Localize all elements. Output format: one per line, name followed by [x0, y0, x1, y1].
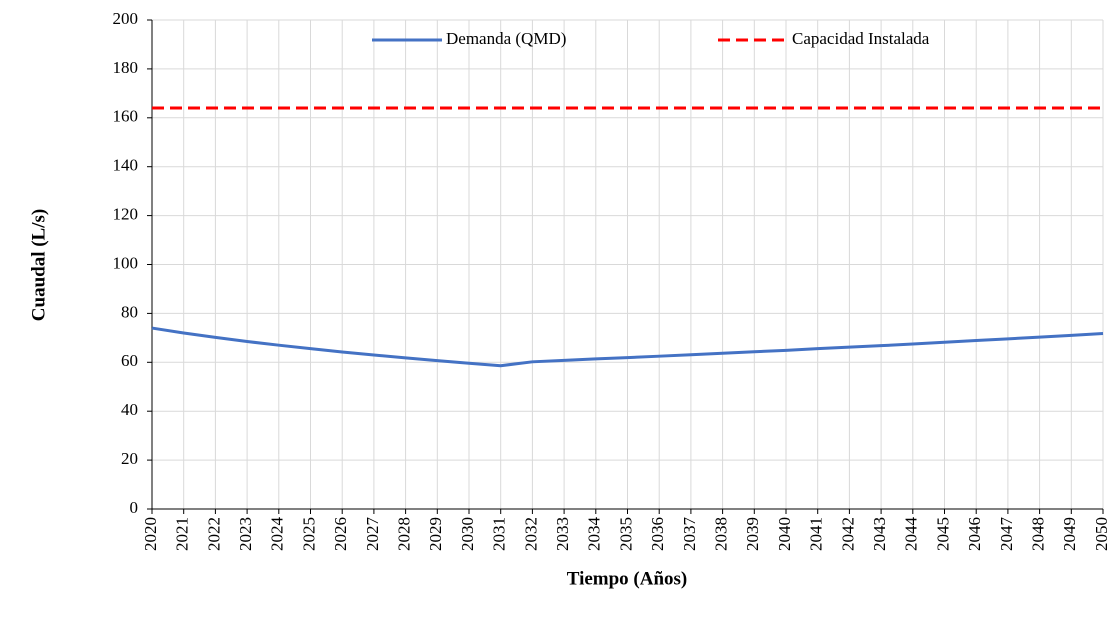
y-tick-label: 100 — [113, 253, 139, 272]
x-tick-label: 2034 — [585, 517, 604, 552]
y-tick-label: 140 — [113, 156, 139, 175]
x-tick-label: 2046 — [965, 517, 984, 551]
x-tick-label: 2038 — [712, 517, 731, 551]
y-tick-label: 60 — [121, 351, 138, 370]
x-tick-label: 2049 — [1060, 517, 1079, 551]
x-tick-label: 2048 — [1029, 517, 1048, 551]
x-tick-label: 2039 — [743, 517, 762, 551]
x-tick-label: 2024 — [268, 517, 287, 552]
y-axis-title: Cuaudal (L/s) — [28, 209, 49, 321]
x-tick-label: 2042 — [838, 517, 857, 551]
x-tick-label: 2020 — [141, 517, 160, 551]
x-tick-label: 2043 — [870, 517, 889, 551]
y-tick-label: 120 — [113, 205, 139, 224]
y-tick-label: 20 — [121, 449, 138, 468]
x-tick-label: 2033 — [553, 517, 572, 551]
x-tick-label: 2026 — [331, 517, 350, 551]
x-tick-label: 2041 — [807, 517, 826, 551]
y-tick-label: 40 — [121, 400, 138, 419]
x-tick-label: 2044 — [902, 517, 921, 552]
x-tick-label: 2032 — [521, 517, 540, 551]
legend-label: Capacidad Instalada — [792, 29, 930, 48]
y-tick-label: 80 — [121, 302, 138, 321]
x-tick-label: 2025 — [299, 517, 318, 551]
y-tick-label: 180 — [113, 58, 139, 77]
x-tick-label: 2023 — [236, 517, 255, 551]
x-tick-label: 2021 — [173, 517, 192, 551]
x-tick-label: 2037 — [680, 517, 699, 552]
x-axis-title: Tiempo (Años) — [567, 568, 688, 589]
x-tick-label: 2040 — [775, 517, 794, 551]
x-tick-label: 2035 — [616, 517, 635, 551]
x-tick-label: 2028 — [395, 517, 414, 551]
y-tick-label: 160 — [113, 107, 139, 126]
x-tick-label: 2022 — [204, 517, 223, 551]
legend-label: Demanda (QMD) — [446, 29, 566, 48]
x-tick-label: 2027 — [363, 517, 382, 552]
x-tick-label: 2029 — [426, 517, 445, 551]
y-tick-label: 200 — [113, 9, 139, 28]
data-line — [151, 326, 1104, 368]
x-tick-label: 2045 — [933, 517, 952, 551]
x-tick-label: 2030 — [458, 517, 477, 551]
x-tick-label: 2050 — [1092, 517, 1111, 551]
x-tick-label: 2047 — [997, 517, 1016, 552]
x-tick-label: 2036 — [648, 517, 667, 551]
x-tick-label: 2031 — [490, 517, 509, 551]
y-tick-label: 0 — [130, 498, 139, 517]
